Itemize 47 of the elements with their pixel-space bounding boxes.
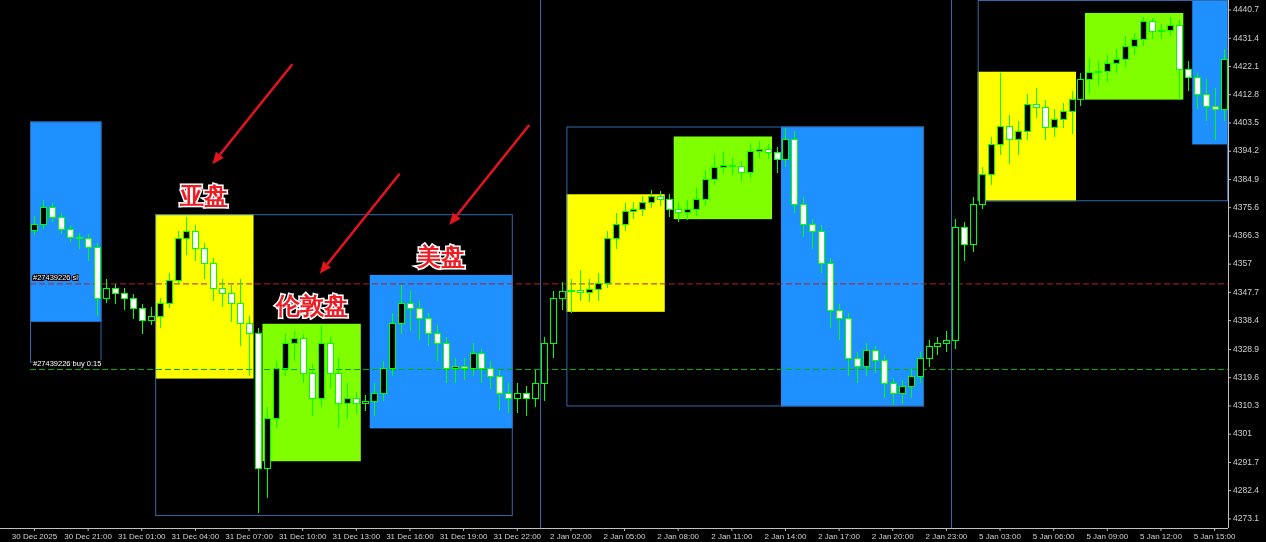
- x-tick-label: 2 Jan 11:00: [711, 532, 753, 541]
- y-tick-label: 4422.1: [1233, 60, 1260, 71]
- x-tick-label: 30 Dec 2025: [11, 532, 58, 541]
- y-tick-label: 4301: [1233, 428, 1253, 439]
- candlestick: [237, 278, 244, 347]
- y-tick-label: 4375.6: [1233, 201, 1260, 212]
- y-tick-label: 4273.1: [1233, 513, 1260, 524]
- y-tick-label: 4282.4: [1233, 484, 1260, 495]
- annotation: 伦敦盘: [274, 291, 348, 320]
- x-tick-label: 31 Dec 10:00: [278, 532, 328, 541]
- x-tick-label: 31 Dec 07:00: [225, 532, 274, 541]
- y-tick-label: 4440.7: [1233, 4, 1260, 15]
- y-tick-label: 4403.5: [1233, 117, 1260, 128]
- y-tick-label: 4394.2: [1233, 145, 1260, 156]
- y-tick-label: 4338.4: [1233, 314, 1260, 325]
- y-tick-label: 4310.3: [1233, 400, 1260, 411]
- x-tick-label: 2 Jan 23:00: [925, 532, 968, 541]
- y-tick-label: 4366.3: [1233, 230, 1260, 241]
- x-tick-label: 2 Jan 17:00: [818, 532, 861, 541]
- y-tick-label: 4357: [1233, 258, 1253, 269]
- x-tick-label: 30 Dec 21:00: [64, 532, 113, 541]
- x-tick-label: 2 Jan 05:00: [603, 532, 646, 541]
- y-tick-label: 4412.8: [1233, 88, 1260, 99]
- annotation: 美盘: [416, 242, 466, 271]
- x-tick-label: 5 Jan 15:00: [1193, 532, 1237, 541]
- x-tick-label: 5 Jan 09:00: [1086, 532, 1129, 541]
- annotation: 亚盘: [179, 182, 229, 211]
- y-tick-label: 4319.6: [1233, 371, 1260, 382]
- x-tick-label: 2 Jan 14:00: [764, 532, 807, 541]
- y-tick-label: 4384.9: [1233, 173, 1260, 184]
- x-tick-label: 31 Dec 19:00: [439, 532, 488, 541]
- x-tick-label: 2 Jan 08:00: [657, 532, 700, 541]
- x-tick-label: 2 Jan 20:00: [871, 532, 915, 541]
- y-tick-label: 4347.7: [1233, 286, 1260, 297]
- x-tick-label: 31 Dec 22:00: [493, 532, 542, 541]
- y-tick-label: 4328.9: [1233, 343, 1260, 354]
- x-tick-label: 31 Dec 04:00: [171, 532, 220, 541]
- x-tick-label: 5 Jan 12:00: [1140, 532, 1183, 541]
- x-tick-label: 5 Jan 06:00: [1032, 532, 1076, 541]
- x-tick-label: 31 Dec 16:00: [386, 532, 435, 541]
- x-tick-label: 31 Dec 01:00: [117, 532, 167, 541]
- y-tick-label: 4291.7: [1233, 456, 1260, 467]
- y-tick-label: 4431.4: [1233, 32, 1260, 43]
- x-tick-label: 5 Jan 03:00: [979, 532, 1022, 541]
- candlestick: [1212, 87, 1219, 141]
- x-tick-label: 31 Dec 13:00: [332, 532, 381, 541]
- x-tick-label: 2 Jan 02:00: [549, 532, 593, 541]
